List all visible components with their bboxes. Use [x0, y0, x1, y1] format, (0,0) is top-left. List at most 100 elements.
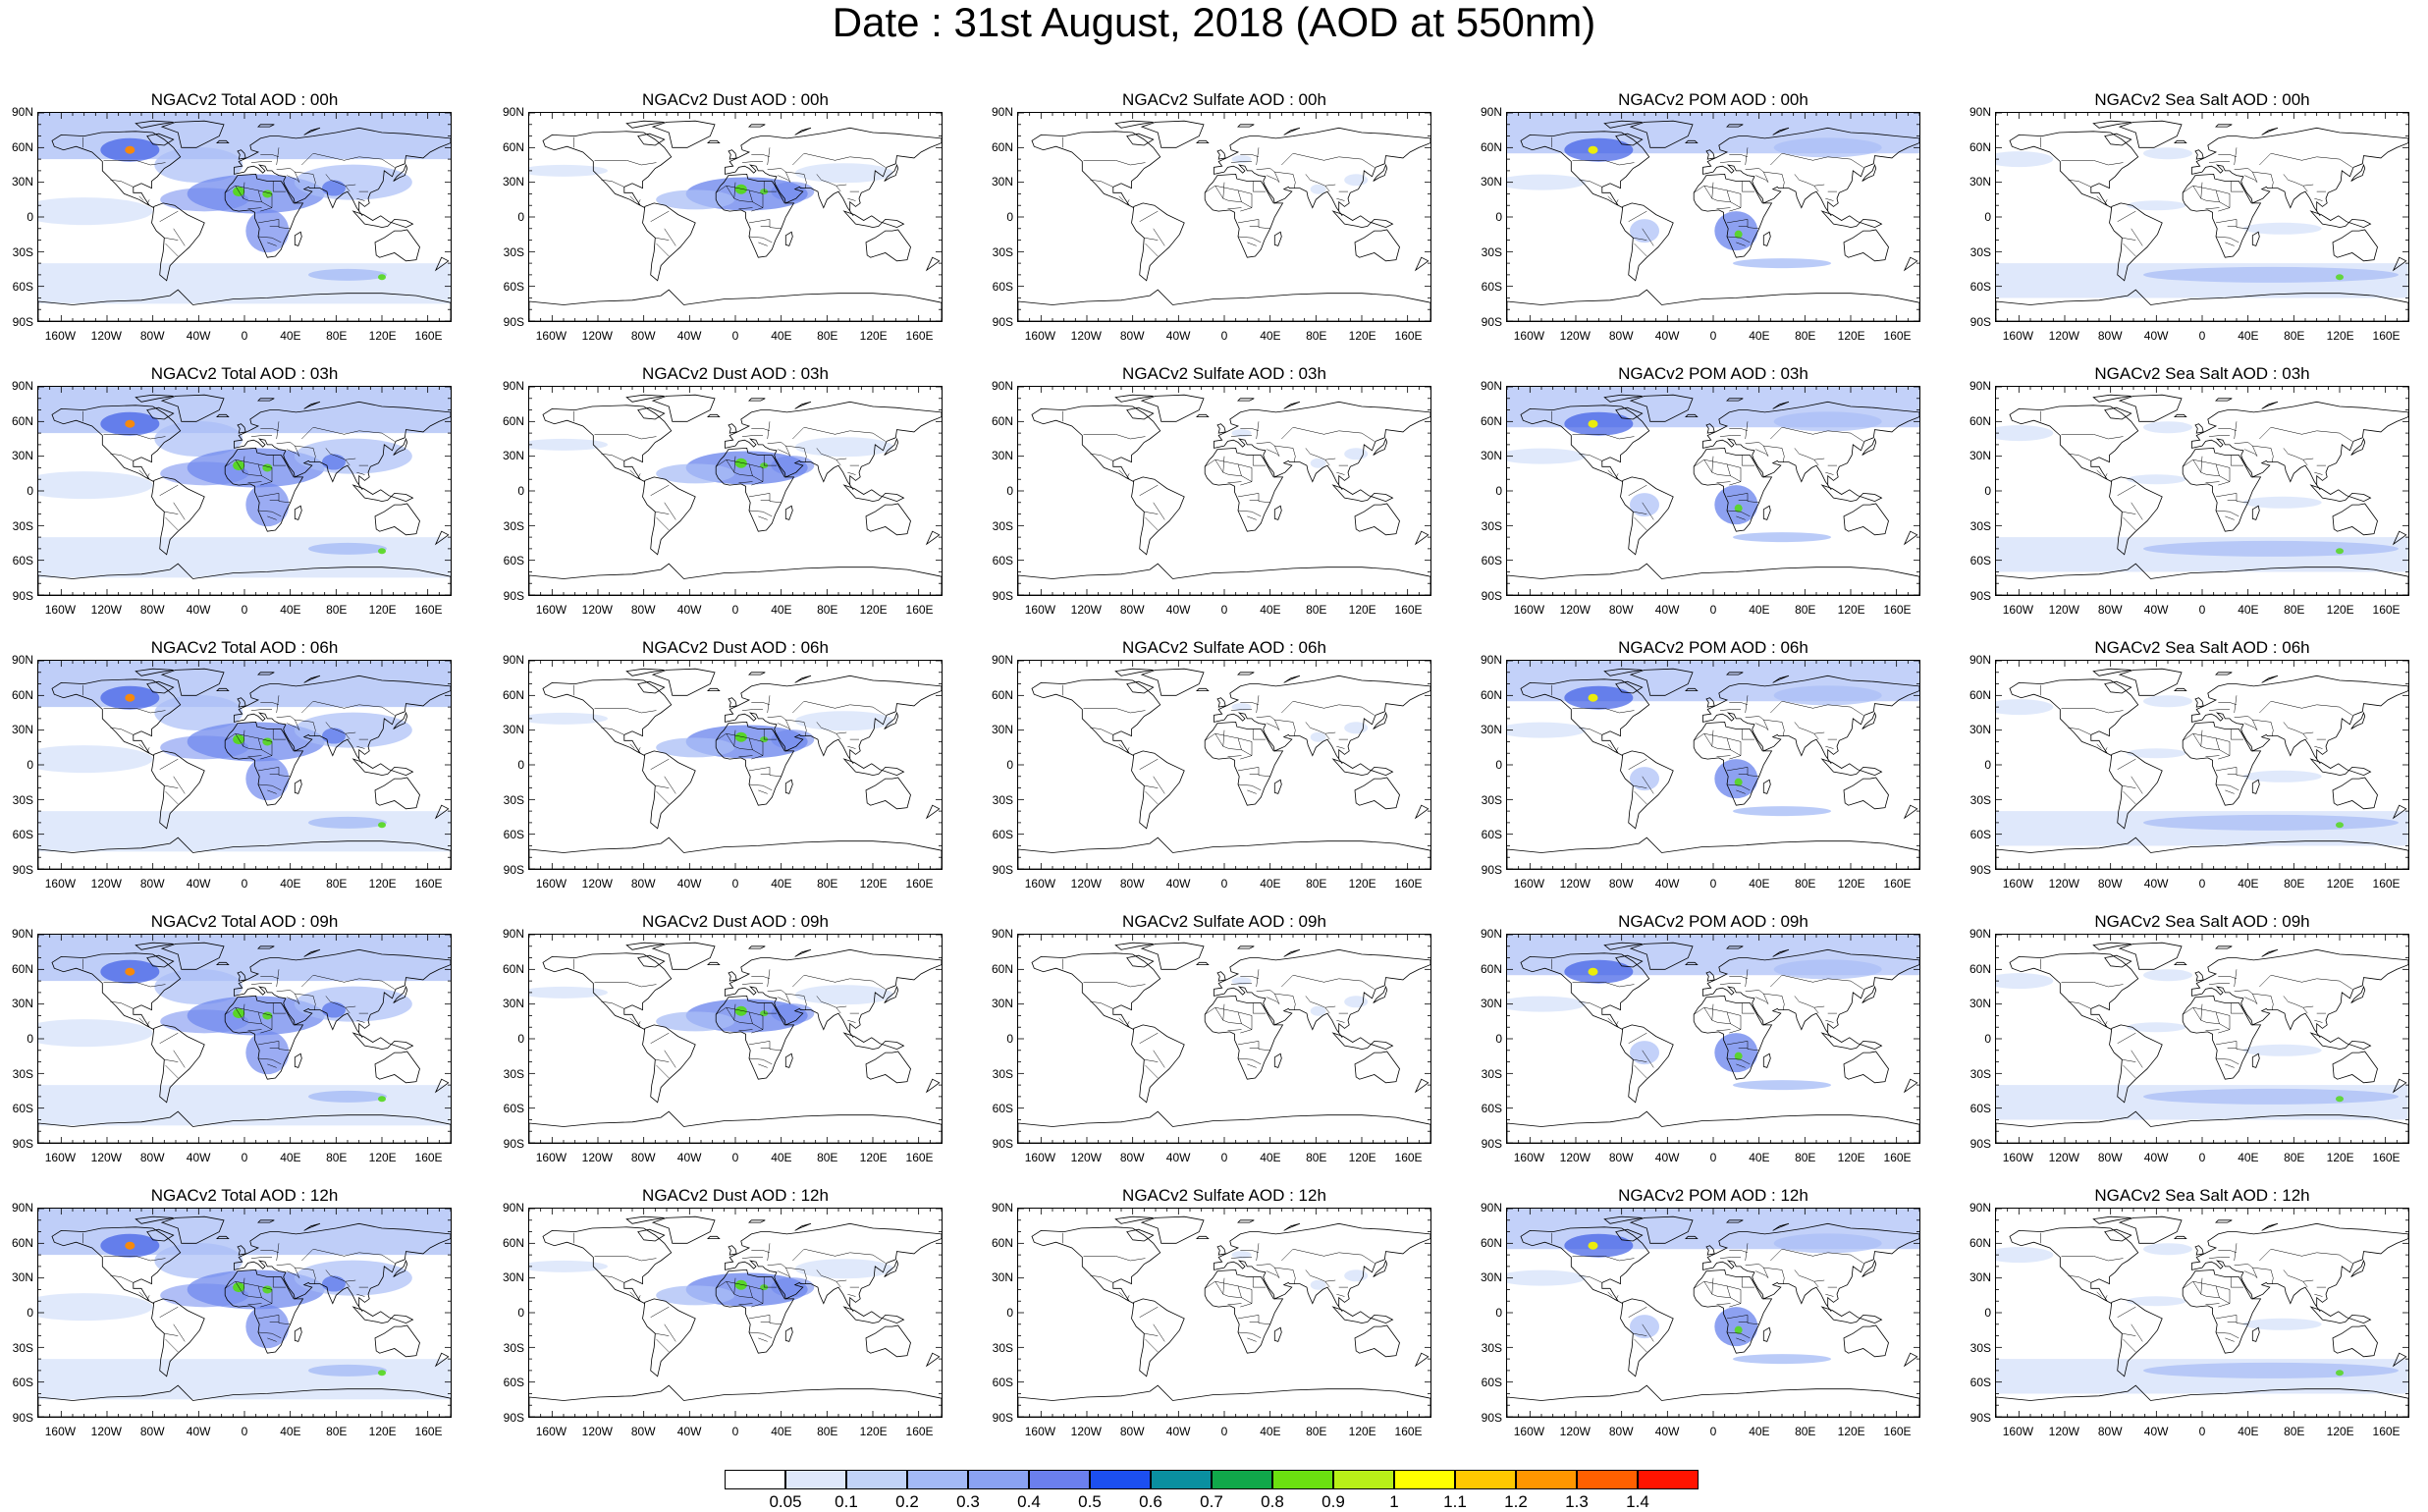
country-border	[1252, 1276, 1266, 1288]
country-border	[235, 459, 273, 486]
colorbar-swatch	[1029, 1470, 1090, 1489]
country-border	[1781, 1248, 1813, 1257]
coastline-ellesmere	[1114, 120, 1154, 129]
longitude-label: 120W	[1559, 1425, 1591, 1438]
longitude-label: 0	[241, 603, 248, 617]
coastline-africa	[224, 1269, 304, 1354]
latitude-label: 0	[1495, 1306, 1502, 1320]
longitude-label: 80E	[326, 877, 348, 891]
country-border	[1145, 1064, 1159, 1079]
sulfate-europe	[1231, 977, 1252, 986]
coastline-antarctica	[529, 289, 942, 321]
longitude-label: 80E	[2284, 329, 2305, 343]
coastline-eurasia	[725, 948, 942, 1039]
aod-dust-core-2	[262, 1285, 273, 1294]
coastline-iceland	[707, 1235, 721, 1240]
coastline-antarctica	[38, 563, 451, 595]
longitude-label: 40W	[676, 1151, 702, 1164]
longitude-label: 0	[241, 877, 248, 891]
colorbar-label: 0.2	[895, 1492, 919, 1511]
latitude-label: 60S	[503, 280, 524, 295]
aod-field	[1996, 935, 2408, 1143]
colorbar-swatch	[1394, 1470, 1455, 1489]
coastline-australia	[2332, 1324, 2378, 1358]
world-map	[1995, 934, 2409, 1144]
longitude-label: 40E	[2238, 877, 2259, 891]
coastline-south-america	[1620, 476, 1674, 556]
coastline-africa	[2182, 721, 2262, 806]
colorbar-label: 0.7	[1200, 1492, 1223, 1511]
coastline-greenland	[2118, 1215, 2183, 1244]
map-panel-dust: NGACv2 Dust AOD : 06h 90N 60N 30N 0 30S 60S 90S…	[491, 636, 980, 901]
country-border	[601, 1275, 624, 1283]
country-border	[2192, 1006, 2231, 1034]
aod-field	[529, 935, 942, 1143]
coastline-australia	[865, 1051, 911, 1084]
country-border	[655, 784, 670, 788]
country-border	[2301, 1252, 2352, 1264]
country-border	[2123, 1338, 2136, 1353]
country-border	[1642, 502, 1654, 520]
longitude-label: 160E	[414, 877, 443, 891]
coastline-south-america	[1131, 202, 1185, 282]
pom-canada-fire	[1564, 959, 1634, 984]
country-border	[650, 210, 670, 222]
country-border	[733, 1003, 736, 1021]
longitude-label: 40W	[2143, 603, 2169, 617]
longitude-label: 120W	[581, 877, 613, 891]
country-border	[803, 974, 836, 983]
longitude-label: 40W	[186, 1151, 211, 1164]
country-border	[758, 515, 768, 520]
country-border	[2234, 442, 2258, 457]
country-border	[325, 174, 356, 187]
dust-atlantic-plume	[656, 1011, 735, 1032]
latitude-label: 60S	[1969, 1376, 1991, 1390]
aod-field	[38, 661, 451, 869]
coastline-africa	[1204, 447, 1284, 532]
latitude-label: 90N	[11, 927, 33, 941]
country-border	[165, 790, 179, 805]
country-border	[2215, 1057, 2239, 1065]
coastline-baffin	[2104, 680, 2132, 694]
country-border	[847, 1293, 856, 1297]
country-border	[257, 1011, 273, 1030]
coastline-africa	[224, 447, 304, 532]
longitude-label: 40E	[280, 1425, 301, 1438]
country-border	[1256, 168, 1280, 183]
longitude-label: 160E	[414, 329, 443, 343]
latitude-label: 60N	[502, 139, 524, 154]
coastline-new-zealand	[434, 804, 450, 820]
coastline-north-america	[542, 1226, 673, 1304]
coastline-antarctica	[38, 837, 451, 869]
country-border	[1237, 493, 1260, 502]
latitude-label: 90S	[12, 863, 33, 877]
aod-african-smoke	[245, 1031, 290, 1075]
coastline-indonesia	[1331, 1306, 1394, 1324]
latitude-label: 30N	[502, 449, 524, 463]
longitude-label: 80W	[630, 329, 656, 343]
pom-smoke-plume	[1733, 806, 1831, 817]
country-border	[836, 186, 841, 192]
coastline-madagascar	[784, 779, 793, 794]
coastline-antarctica	[529, 563, 942, 595]
dust-core	[734, 1279, 747, 1290]
aod-india	[322, 454, 346, 470]
aod-dust-core-2	[262, 463, 273, 472]
country-border	[257, 510, 282, 517]
dust-pacific	[529, 438, 608, 451]
coastlines	[38, 668, 451, 869]
coastline-iceland	[1196, 413, 1210, 418]
country-border	[1252, 1002, 1266, 1014]
longitude-label: 40E	[2238, 329, 2259, 343]
aerosol-shading	[1231, 703, 1369, 742]
coastlines	[1996, 120, 2408, 321]
longitude-label: 80W	[1608, 329, 1634, 343]
country-border	[165, 243, 179, 257]
seasalt-north-atlantic	[2143, 147, 2192, 160]
coastline-baffin	[2104, 406, 2132, 420]
longitude-label: 80W	[2097, 603, 2123, 617]
country-border	[356, 1019, 365, 1023]
longitude-label: 0	[2198, 1151, 2206, 1164]
latitude-label: 30S	[1481, 518, 1502, 533]
pom-pacific	[1507, 722, 1586, 738]
